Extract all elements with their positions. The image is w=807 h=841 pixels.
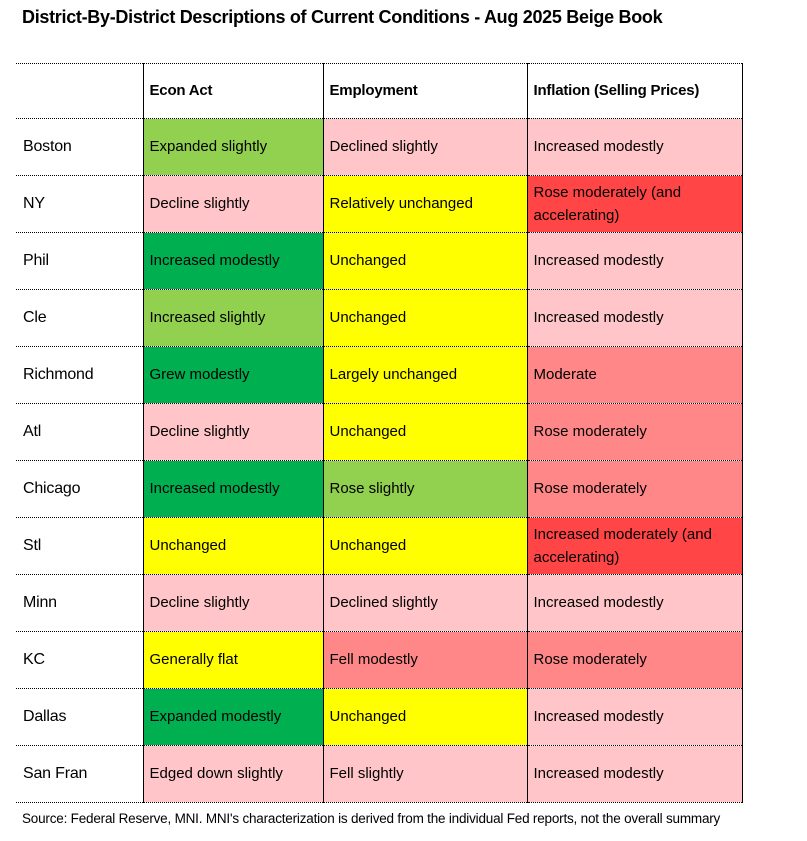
inflation-cell: Increased modestly [526,118,743,176]
employment-cell: Largely unchanged [322,346,527,404]
district-label: Richmond [16,346,143,404]
district-label: Minn [16,574,143,632]
econ-act-cell: Decline slightly [142,574,323,632]
table-row-stl: Stl Unchanged Unchanged Increased modera… [16,517,743,575]
econ-act-cell: Expanded slightly [142,118,323,176]
inflation-cell: Rose moderately [526,631,743,689]
district-label: Dallas [16,688,143,746]
employment-cell: Relatively unchanged [322,175,527,233]
table-row-phil: Phil Increased modestly Unchanged Increa… [16,232,743,290]
employment-cell: Unchanged [322,688,527,746]
district-label: Boston [16,118,143,176]
econ-act-cell: Increased modestly [142,460,323,518]
econ-act-cell: Generally flat [142,631,323,689]
district-label: Cle [16,289,143,347]
inflation-cell: Increased modestly [526,289,743,347]
employment-cell: Unchanged [322,289,527,347]
column-header-inflation: Inflation (Selling Prices) [526,63,743,119]
inflation-cell: Rose moderately [526,460,743,518]
column-header-district [16,63,143,119]
employment-cell: Rose slightly [322,460,527,518]
table-row-richmond: Richmond Grew modestly Largely unchanged… [16,346,743,404]
inflation-cell: Moderate [526,346,743,404]
employment-cell: Fell slightly [322,745,527,803]
econ-act-cell: Decline slightly [142,403,323,461]
econ-act-cell: Grew modestly [142,346,323,404]
district-label: San Fran [16,745,143,803]
econ-act-cell: Expanded modestly [142,688,323,746]
table-row-ny: NY Decline slightly Relatively unchanged… [16,175,743,233]
table-row-atl: Atl Decline slightly Unchanged Rose mode… [16,403,743,461]
table-row-kc: KC Generally flat Fell modestly Rose mod… [16,631,743,689]
employment-cell: Declined slightly [322,574,527,632]
econ-act-cell: Unchanged [142,517,323,575]
table-header-row: Econ Act Employment Inflation (Selling P… [16,63,743,119]
inflation-cell: Increased modestly [526,574,743,632]
table-row-cle: Cle Increased slightly Unchanged Increas… [16,289,743,347]
inflation-cell: Increased modestly [526,745,743,803]
district-label: KC [16,631,143,689]
inflation-cell: Increased modestly [526,232,743,290]
table-row-sanfran: San Fran Edged down slightly Fell slight… [16,745,743,803]
employment-cell: Unchanged [322,232,527,290]
district-label: Phil [16,232,143,290]
source-note: Source: Federal Reserve, MNI. MNI's char… [22,811,721,826]
column-header-econ-act: Econ Act [142,63,323,119]
employment-cell: Unchanged [322,403,527,461]
table-row-dallas: Dallas Expanded modestly Unchanged Incre… [16,688,743,746]
econ-act-cell: Increased slightly [142,289,323,347]
district-label: Atl [16,403,143,461]
employment-cell: Unchanged [322,517,527,575]
column-header-employment: Employment [322,63,527,119]
employment-cell: Declined slightly [322,118,527,176]
econ-act-cell: Increased modestly [142,232,323,290]
econ-act-cell: Edged down slightly [142,745,323,803]
district-label: Stl [16,517,143,575]
table-row-boston: Boston Expanded slightly Declined slight… [16,118,743,176]
table-row-minn: Minn Decline slightly Declined slightly … [16,574,743,632]
inflation-cell: Rose moderately [526,403,743,461]
district-label: NY [16,175,143,233]
employment-cell: Fell modestly [322,631,527,689]
econ-act-cell: Decline slightly [142,175,323,233]
inflation-cell: Increased moderately (and accelerating) [526,517,743,575]
inflation-cell: Increased modestly [526,688,743,746]
inflation-cell: Rose moderately (and accelerating) [526,175,743,233]
district-label: Chicago [16,460,143,518]
page-title: District-By-District Descriptions of Cur… [22,7,663,27]
table-row-chicago: Chicago Increased modestly Rose slightly… [16,460,743,518]
conditions-table: Econ Act Employment Inflation (Selling P… [16,63,743,803]
